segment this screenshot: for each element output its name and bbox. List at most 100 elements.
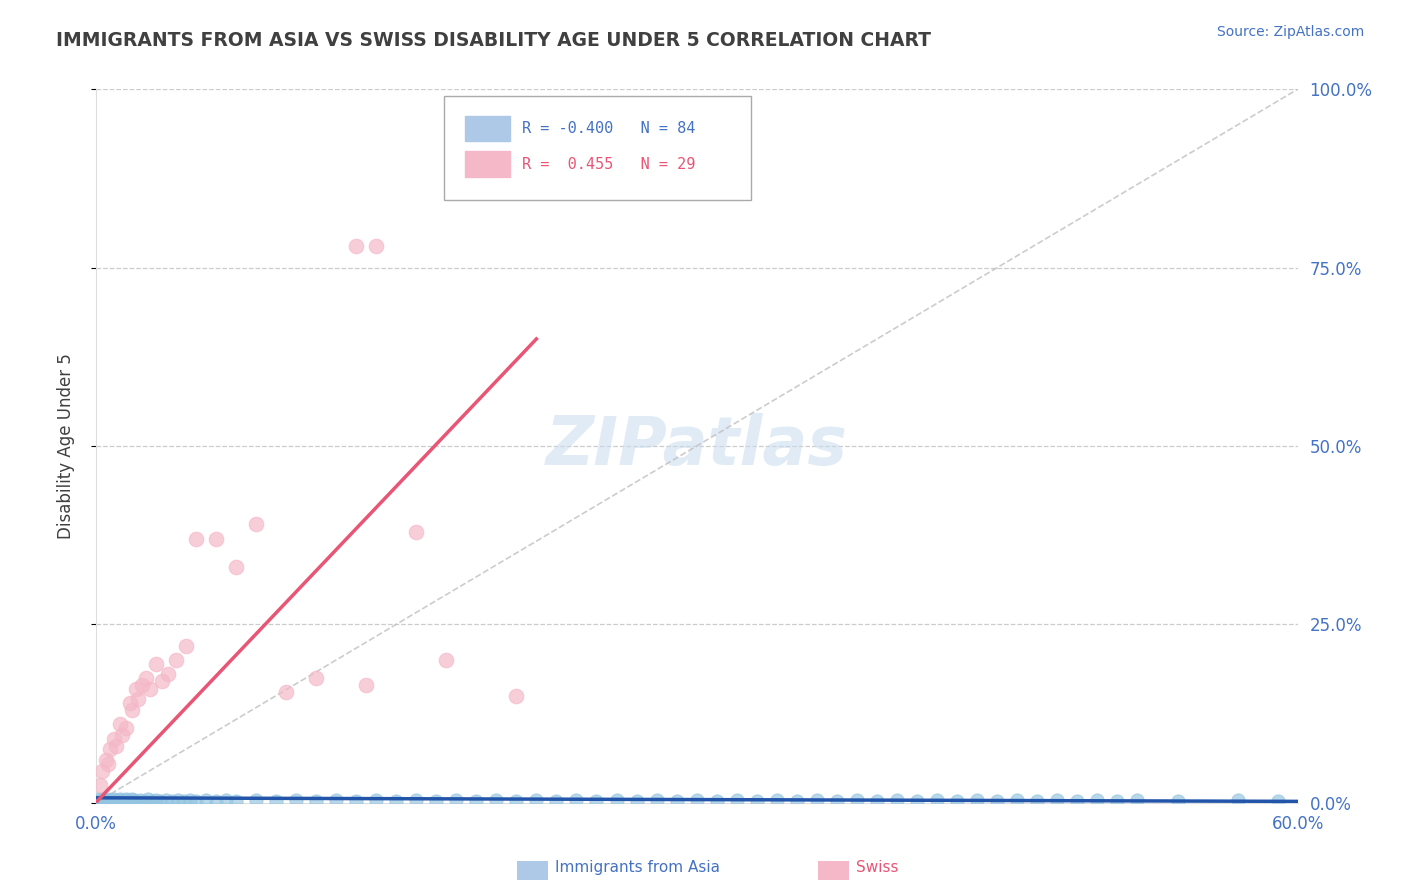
Point (165, 653, 187, 667)
Point (114, 792, 136, 806)
Point (145, 657, 167, 671)
Point (245, 517, 267, 532)
Point (93, 793, 115, 807)
Point (86, 792, 108, 806)
Point (665, 794, 688, 808)
Point (1087, 793, 1109, 807)
Point (194, 793, 217, 807)
Point (505, 689, 527, 703)
Point (138, 681, 160, 696)
Point (284, 793, 308, 807)
Point (786, 794, 808, 808)
Point (305, 671, 328, 685)
Point (645, 793, 668, 807)
Point (905, 794, 928, 808)
Point (131, 678, 153, 692)
Point (1267, 794, 1289, 808)
Point (846, 793, 869, 807)
Point (264, 794, 287, 808)
Point (927, 793, 949, 807)
Point (725, 793, 748, 807)
Point (526, 793, 548, 807)
Y-axis label: Disability Age Under 5: Disability Age Under 5 (56, 353, 75, 539)
Point (444, 793, 467, 807)
Point (97, 756, 120, 771)
Point (505, 794, 527, 808)
Point (98, 793, 121, 807)
Point (465, 794, 488, 808)
Point (108, 717, 131, 731)
Point (118, 794, 141, 808)
Point (156, 667, 179, 681)
Point (124, 681, 148, 696)
Point (405, 524, 427, 539)
Text: ZIPatlas: ZIPatlas (546, 413, 848, 479)
Point (385, 794, 408, 808)
Point (806, 793, 828, 807)
Point (111, 793, 134, 807)
Point (89, 794, 111, 808)
Point (825, 794, 848, 808)
Point (118, 696, 141, 710)
Point (354, 678, 377, 692)
Point (1066, 794, 1088, 808)
Point (121, 703, 143, 717)
Point (344, 794, 367, 808)
Point (225, 560, 247, 574)
Point (215, 793, 238, 807)
Point (184, 532, 207, 546)
Point (1226, 793, 1249, 807)
Text: Source: ZipAtlas.com: Source: ZipAtlas.com (1216, 25, 1364, 39)
Point (565, 793, 588, 807)
Point (745, 794, 768, 808)
Point (94, 753, 117, 767)
Point (274, 685, 297, 699)
Point (160, 794, 183, 808)
Point (103, 792, 125, 806)
Point (104, 793, 127, 807)
Point (366, 793, 388, 807)
Point (122, 793, 145, 807)
Point (173, 794, 195, 808)
Point (108, 792, 131, 806)
Point (149, 794, 172, 808)
Point (1167, 794, 1189, 808)
Point (225, 794, 247, 808)
Point (114, 721, 136, 735)
Bar (464, 116, 510, 141)
Point (117, 793, 139, 807)
Point (1046, 793, 1069, 807)
Point (90, 764, 112, 778)
Point (766, 793, 789, 807)
Point (485, 793, 508, 807)
Point (141, 794, 163, 808)
Point (886, 793, 908, 807)
Point (166, 793, 188, 807)
Point (205, 532, 228, 546)
Point (325, 793, 347, 807)
Point (606, 793, 628, 807)
Point (90, 791, 112, 805)
Point (686, 793, 709, 807)
Point (405, 793, 427, 807)
Point (100, 794, 122, 808)
FancyBboxPatch shape (444, 96, 751, 200)
Point (184, 794, 207, 808)
Point (89, 778, 111, 792)
Point (124, 794, 148, 808)
Point (128, 793, 150, 807)
Point (205, 794, 228, 808)
Point (98, 742, 121, 756)
Point (121, 792, 143, 806)
Point (111, 728, 134, 742)
Point (305, 794, 328, 808)
Point (986, 794, 1008, 808)
Point (966, 793, 988, 807)
Point (585, 794, 607, 808)
Point (626, 794, 648, 808)
Point (179, 793, 201, 807)
Point (132, 794, 155, 808)
Point (1007, 793, 1029, 807)
Point (866, 794, 889, 808)
Point (366, 239, 388, 253)
